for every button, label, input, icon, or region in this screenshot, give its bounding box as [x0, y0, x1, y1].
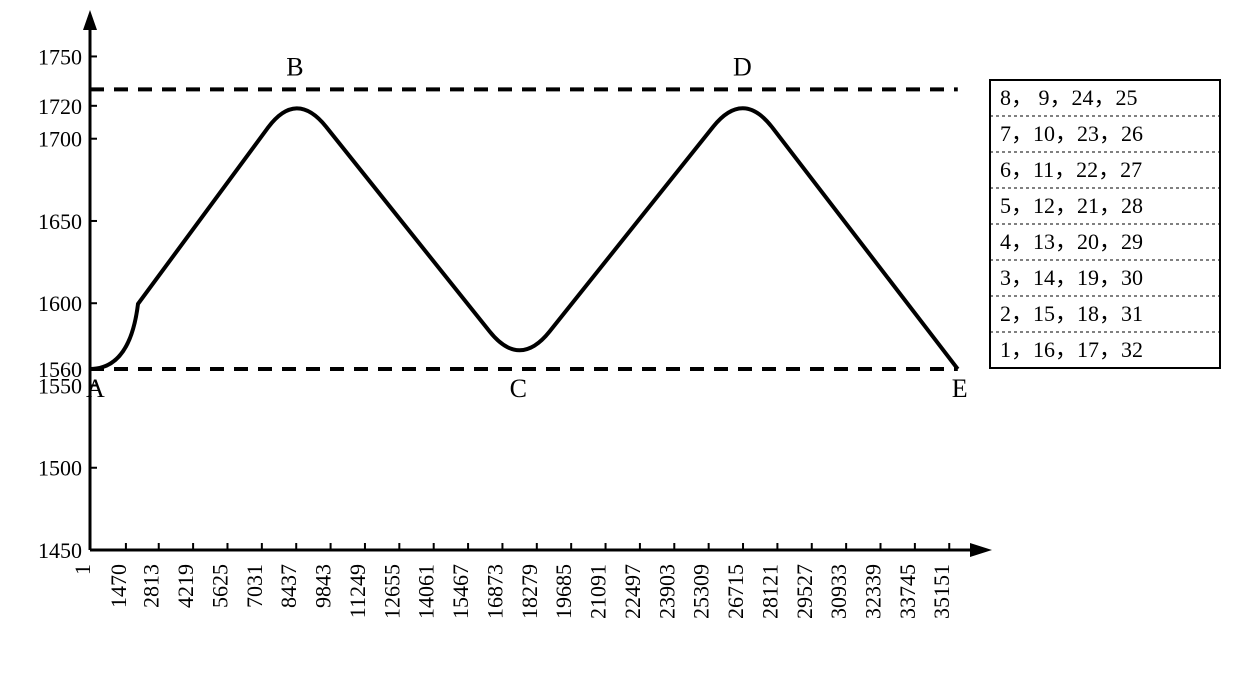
y-tick-label: 1750	[38, 44, 82, 69]
data-curve	[90, 108, 958, 369]
y-tick-label: 1500	[38, 456, 82, 481]
point-label-b: B	[286, 52, 303, 81]
table-row: 2，15，18，31	[1000, 301, 1143, 326]
point-label-e: E	[952, 374, 968, 403]
point-label-d: D	[733, 52, 752, 81]
x-axis-arrow	[970, 543, 992, 557]
table-row: 5，12，21，28	[1000, 193, 1143, 218]
x-tick-label: 14061	[414, 564, 439, 619]
chart-svg: 1450150015501560160016501700172017501147…	[0, 0, 1240, 693]
table-row: 7，10，23，26	[1000, 121, 1143, 146]
x-tick-label: 12655	[379, 564, 404, 619]
x-tick-label: 22497	[620, 564, 645, 619]
x-tick-label: 9843	[311, 564, 336, 608]
x-tick-label: 21091	[586, 564, 611, 619]
y-tick-label: 1600	[38, 291, 82, 316]
table-row: 4，13，20，29	[1000, 229, 1143, 254]
x-tick-label: 32339	[861, 564, 886, 619]
x-tick-label: 35151	[929, 564, 954, 619]
table-row: 6，11，22，27	[1000, 157, 1142, 182]
x-tick-label: 5625	[207, 564, 232, 608]
y-tick-label: 1720	[38, 94, 82, 119]
x-tick-label: 8437	[276, 564, 301, 608]
table-row: 1，16，17，32	[1000, 337, 1143, 362]
x-tick-label: 1470	[106, 564, 131, 608]
x-tick-label: 26715	[723, 564, 748, 619]
x-tick-label: 33745	[895, 564, 920, 619]
x-tick-label: 30933	[826, 564, 851, 619]
x-tick-label: 16873	[482, 564, 507, 619]
table-row: 8， 9，24，25	[1000, 85, 1138, 110]
x-tick-label: 1	[70, 564, 95, 575]
y-axis-arrow	[83, 10, 97, 30]
point-label-c: C	[510, 374, 527, 403]
x-tick-label: 25309	[689, 564, 714, 619]
y-tick-label: 1560	[38, 357, 82, 382]
table-row: 3，14，19，30	[1000, 265, 1143, 290]
y-tick-label: 1650	[38, 209, 82, 234]
x-tick-label: 7031	[242, 564, 267, 608]
x-tick-label: 11249	[345, 564, 370, 618]
x-tick-label: 4219	[173, 564, 198, 608]
x-tick-label: 15467	[448, 564, 473, 619]
x-tick-label: 19685	[551, 564, 576, 619]
x-tick-label: 18279	[517, 564, 542, 619]
x-tick-label: 28121	[757, 564, 782, 619]
x-tick-label: 29527	[792, 564, 817, 619]
x-tick-label: 2813	[139, 564, 164, 608]
point-label-a: A	[86, 374, 105, 403]
x-tick-label: 23903	[654, 564, 679, 619]
y-tick-label: 1450	[38, 538, 82, 563]
y-tick-label: 1700	[38, 127, 82, 152]
